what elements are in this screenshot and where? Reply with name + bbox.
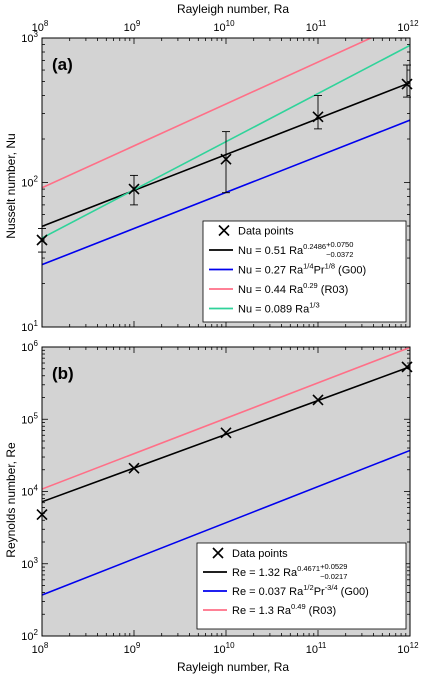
y-tick-label: 102 [21,175,38,190]
panel-a-y-axis-title: Nusselt number, Nu [4,133,18,238]
x-tick-label: 1010 [213,19,235,34]
panel-b-legend: Data points Re = 1.32 Ra0.4671+0.0529 −0.0… [196,542,407,630]
top-x-axis-title: Rayleigh number, Ra [177,2,289,16]
series-line-3 [42,38,373,189]
x-tick-label: 1012 [397,19,419,34]
legend-marker-icon [212,547,224,559]
panel-b-series [42,347,410,596]
y-tick-label: 102 [21,628,38,643]
legend-box [202,220,407,323]
series-line-3 [42,347,410,490]
panel-label: (a) [52,55,73,74]
legend-entry-label: Re = 0.037 Ra1/2Pr-3/4 (G00) [232,583,369,598]
legend-entry-label: Nu = 0.089 Ra1/3 [238,301,320,316]
bottom-x-axis-title: Rayleigh number, Ra [177,660,289,674]
y-tick-label: 105 [21,411,38,426]
legend-box [196,542,407,630]
data-point-marker [312,394,324,406]
series-line-2 [42,449,410,596]
y-tick-label: 104 [21,484,38,499]
data-point-marker [128,462,140,474]
data-point-marker [128,183,140,195]
legend-entry-label: Nu = 0.27 Ra1/4Pr1/8 (G00) [238,262,366,277]
panel-a-legend: Data points Nu = 0.51 Ra0.2486+0.0750 −0.0… [202,220,407,323]
data-point-marker [220,153,232,165]
legend-entry-label: Re = 1.32 Ra0.4671+0.0529 −0.0217 [232,562,347,581]
y-tick-label: 101 [21,319,38,334]
y-tick-label: 103 [21,30,38,45]
panel-label: (b) [52,364,74,383]
x-tick-label: 108 [32,641,49,656]
legend-entry-label: Data points [238,226,294,238]
x-tick-label: 108 [32,19,49,34]
y-tick-label: 103 [21,556,38,571]
panel-a-plot: 108 109 1010 1011 1012 101 102 103 (a) Data point… [21,19,419,334]
data-point-marker [312,111,324,123]
legend-entry-label: Data points [232,548,288,560]
legend-entry-label: Nu = 0.44 Ra0.29 (R03) [238,281,348,296]
legend-entry-label: Nu = 0.51 Ra0.2486+0.0750 −0.0372 [238,240,353,259]
data-point-marker [220,427,232,439]
series-line-1 [42,366,410,503]
panel-a-axes-box [41,37,411,328]
panel-b-plot: 108 109 1010 1011 1012 102 103 104 105 106 (b) Data… [21,339,419,656]
panel-b-axes-box [41,346,411,637]
x-tick-label: 1012 [397,641,419,656]
y-tick-label: 106 [21,339,38,354]
legend-marker-icon [218,224,230,237]
legend-entry-label: Re = 1.3 Ra0.49 (R03) [232,602,336,617]
x-tick-label: 1010 [213,641,235,656]
panel-a-data-points [36,64,413,253]
panel-b-y-axis-title: Reynolds number, Re [4,442,18,558]
x-tick-label: 109 [124,641,141,656]
x-tick-label: 1011 [306,19,327,34]
x-tick-label: 1011 [306,641,327,656]
x-tick-label: 109 [124,19,141,34]
